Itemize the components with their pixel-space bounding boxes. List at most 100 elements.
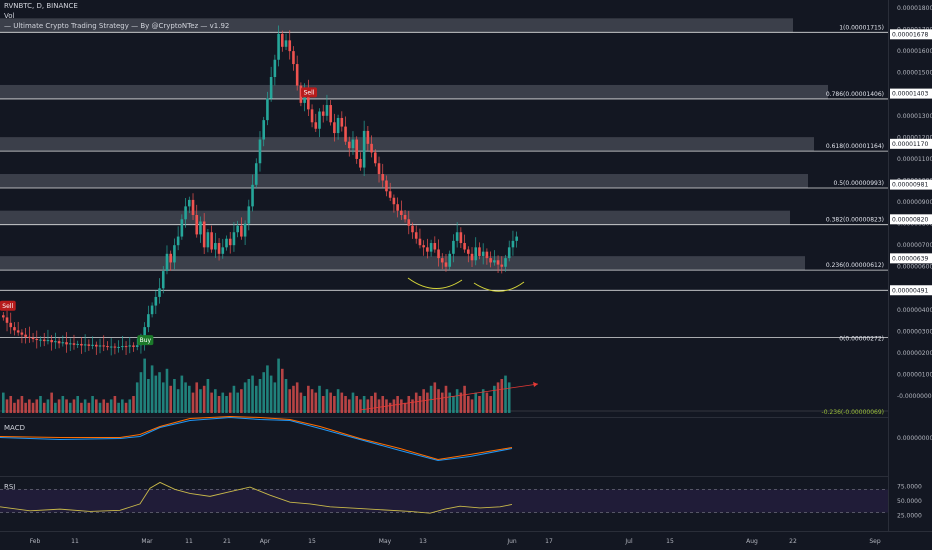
candle-body	[340, 117, 344, 127]
candle-body	[429, 243, 433, 252]
volume-bar	[433, 382, 437, 413]
candle-body	[400, 210, 403, 215]
candle-body	[325, 105, 329, 116]
volume-bar	[221, 392, 225, 413]
candle-body	[65, 342, 68, 345]
time-axis-border	[0, 531, 932, 532]
candle-body	[507, 247, 511, 259]
volume-bar	[173, 379, 176, 413]
candle-body	[318, 111, 321, 129]
candle-body	[333, 122, 336, 134]
candle-body	[448, 253, 451, 267]
price-axis-tick: 0.00000700	[897, 242, 932, 249]
volume-bar	[467, 396, 470, 413]
candle-body	[266, 98, 269, 121]
volume-bar	[266, 365, 269, 413]
fib-level-label: 0.236(0.00000612)	[826, 262, 884, 269]
candle-body	[247, 206, 251, 224]
volume-bar	[288, 389, 292, 413]
volume-bar	[80, 402, 83, 413]
candle-body	[500, 264, 504, 267]
candle-body	[422, 245, 425, 248]
price-axis-tick: 0.00000100	[897, 372, 932, 379]
rsi-axis-tick: 50.0000	[897, 498, 922, 505]
candle-body	[459, 232, 463, 244]
candle-body	[68, 343, 72, 345]
volume-bar	[455, 389, 459, 413]
candle-body	[180, 219, 184, 237]
rsi-pane-title: RSI	[4, 483, 16, 491]
volume-bar	[414, 392, 418, 413]
fib-band	[0, 18, 793, 33]
candle-body	[228, 238, 232, 246]
candle-body	[128, 345, 132, 347]
candle-body	[39, 339, 42, 341]
volume-bar	[65, 399, 68, 413]
candle-body	[440, 258, 444, 263]
volume-bar	[199, 389, 202, 413]
volume-bar	[150, 365, 154, 413]
fib-band	[0, 84, 828, 99]
volume-bar	[277, 358, 280, 413]
candle-body	[232, 232, 236, 246]
candle-body	[515, 236, 518, 241]
signal-label: Sell	[304, 89, 315, 96]
candle-body	[72, 343, 76, 345]
volume-bar	[489, 396, 492, 413]
time-axis-tick: 15	[666, 538, 674, 545]
candle-body	[493, 260, 496, 263]
time-axis-tick: 22	[789, 538, 797, 545]
volume-bar	[474, 392, 478, 413]
volume-bar	[262, 372, 265, 413]
volume-bar	[463, 385, 466, 413]
volume-trend-line	[359, 383, 539, 411]
volume-bar	[347, 399, 351, 413]
candle-body	[24, 334, 27, 337]
volume-bar	[13, 402, 16, 413]
rsi-band	[0, 489, 888, 513]
volume-bar	[121, 399, 124, 413]
fib-level-label: 1(0.00001715)	[839, 24, 884, 31]
macd-axis-tick: 0.00000000	[897, 435, 932, 442]
price-tag-bg	[890, 179, 932, 190]
candle-body	[80, 343, 83, 346]
volume-bar	[76, 396, 79, 413]
candle-body	[214, 243, 217, 250]
fib-level-label: -0.236(-0.00000069)	[822, 409, 884, 416]
price-axis-tick: 0.00001200	[897, 134, 932, 141]
volume-bar	[147, 379, 150, 413]
signal-badge	[0, 300, 16, 311]
volume-bar	[139, 372, 143, 413]
time-axis-tick: Sep	[869, 538, 881, 545]
candle-body	[455, 232, 459, 241]
candle-body	[288, 40, 292, 52]
volume-bar	[161, 382, 165, 413]
volume-bar	[426, 392, 429, 413]
candle-body	[161, 271, 165, 289]
candle-body	[98, 345, 102, 347]
candle-body	[411, 225, 414, 233]
volume-bar	[344, 396, 347, 413]
candle-body	[485, 251, 489, 259]
candle-body	[396, 204, 399, 211]
candle-body	[426, 247, 429, 252]
time-axis-tick: Mar	[141, 538, 153, 545]
rsi-axis-tick: 75.0000	[897, 484, 922, 491]
candle-body	[511, 240, 515, 248]
volume-bar	[269, 375, 273, 413]
macd-pane-title: MACD	[4, 424, 25, 432]
volume-bar	[381, 396, 385, 413]
candle-body	[210, 232, 213, 250]
candle-body	[83, 344, 87, 346]
price-tag: 0.00000639	[892, 255, 928, 262]
candle-body	[321, 111, 325, 116]
time-axis-tick: Aug	[746, 538, 758, 545]
volume-bar	[132, 396, 135, 413]
fib-level-label: 0.5(0.00000993)	[834, 180, 885, 187]
candle-body	[191, 199, 195, 215]
volume-bar	[210, 392, 213, 413]
candle-body	[87, 344, 91, 346]
volume-bar	[72, 399, 76, 413]
volume-bar	[106, 402, 109, 413]
